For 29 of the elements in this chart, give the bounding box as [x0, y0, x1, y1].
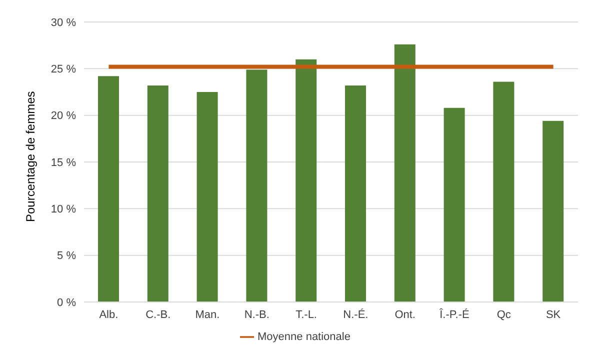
x-tick-label: Qc: [496, 308, 512, 321]
bar: [296, 59, 317, 302]
bar: [542, 120, 564, 302]
x-tick-label: SK: [546, 308, 562, 321]
y-tick-label: 30 %: [50, 16, 76, 29]
x-tick-label: Î.-P.-É: [438, 308, 470, 321]
bar: [196, 92, 218, 302]
y-tick-label: 20 %: [50, 110, 76, 122]
bar: [98, 76, 119, 302]
bar: [345, 85, 366, 302]
x-tick-label: Ont.: [394, 308, 416, 321]
x-tick-label: N.-B.: [244, 308, 270, 321]
bar: [444, 108, 465, 302]
y-tick-label: 5 %: [57, 250, 76, 262]
x-tick-label: T.-L.: [296, 308, 318, 321]
legend-label: Moyenne nationale: [258, 330, 350, 343]
bar: [147, 85, 168, 302]
bar: [246, 70, 268, 302]
y-tick-label: 25 %: [50, 64, 76, 76]
y-tick-label: 10 %: [50, 204, 76, 216]
x-tick-label: Man.: [195, 308, 220, 321]
y-tick-label: 0 %: [57, 296, 76, 309]
bar: [394, 44, 416, 302]
x-tick-label: N.-É.: [343, 308, 368, 321]
y-axis-title: Pourcentage de femmes: [23, 91, 38, 222]
y-tick-label: 15 %: [50, 156, 76, 169]
bar: [493, 82, 514, 302]
x-tick-label: Alb.: [99, 308, 118, 321]
x-tick-label: C.-B.: [146, 308, 171, 321]
